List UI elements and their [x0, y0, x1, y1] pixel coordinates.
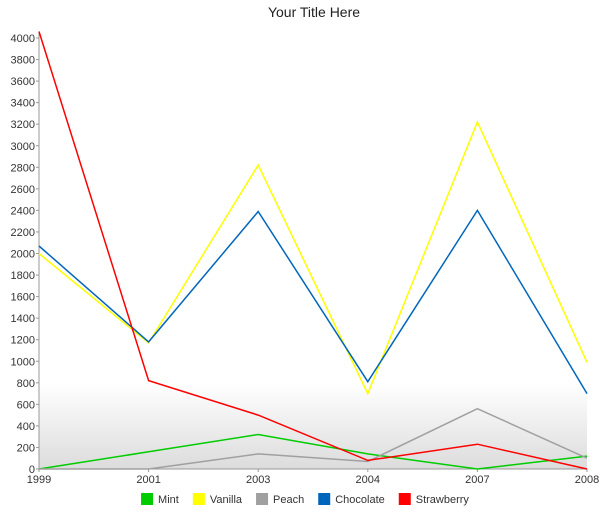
x-axis: 1999 2001 2003 2004 2007 2008	[27, 468, 599, 486]
y-tick-label: 1600	[11, 292, 35, 304]
x-tick-label: 1999	[27, 474, 51, 486]
y-tick-label: 0	[29, 464, 35, 476]
y-tick-label: 600	[17, 399, 35, 411]
legend: Mint Vanilla Peach Chocolate Strawberry	[141, 493, 469, 506]
y-tick-label: 2600	[11, 184, 35, 196]
legend-label-strawberry: Strawberry	[416, 494, 470, 506]
y-tick-label: 2200	[11, 227, 35, 239]
y-tick-label: 3200	[11, 119, 35, 131]
series-layer	[38, 31, 588, 470]
legend-label-peach: Peach	[273, 494, 304, 506]
x-tick-label: 2008	[575, 474, 599, 486]
x-tick-label: 2007	[465, 474, 489, 486]
y-tick-label: 4000	[11, 33, 35, 45]
y-tick-label: 1000	[11, 356, 35, 368]
y-tick-label: 3400	[11, 98, 35, 110]
legend-swatch-vanilla	[192, 493, 205, 505]
x-tick-label: 2004	[356, 474, 380, 486]
y-tick-label: 2000	[11, 249, 35, 261]
y-tick-label: 800	[17, 378, 35, 390]
y-tick-label: 3600	[11, 76, 35, 88]
x-tick-label: 2001	[136, 474, 160, 486]
series-line-mint	[38, 433, 588, 470]
legend-swatch-peach	[256, 493, 269, 505]
y-tick-label: 2400	[11, 205, 35, 217]
chart-title: Your Title Here	[268, 4, 360, 20]
legend-swatch-strawberry	[398, 493, 411, 505]
legend-label-vanilla: Vanilla	[210, 494, 243, 506]
legend-swatch-chocolate	[318, 493, 331, 505]
legend-swatch-mint	[141, 493, 154, 505]
y-tick-label: 400	[17, 421, 35, 433]
series-line-strawberry	[38, 31, 588, 470]
series-line-chocolate	[38, 208, 588, 394]
y-tick-label: 2800	[11, 162, 35, 174]
y-axis: 0 200 400 600 800 1000 1200 1400 1600 1800 2000 220…	[11, 32, 40, 476]
y-tick-label: 3800	[11, 55, 35, 67]
y-tick-label: 1200	[11, 335, 35, 347]
y-tick-label: 200	[17, 442, 35, 454]
legend-label-mint: Mint	[158, 494, 179, 506]
legend-label-chocolate: Chocolate	[335, 494, 385, 506]
series-line-peach	[39, 407, 588, 470]
y-tick-label: 1800	[11, 270, 35, 282]
y-tick-label: 1400	[11, 313, 35, 325]
series-line-vanilla	[38, 120, 588, 396]
y-tick-label: 3000	[11, 141, 35, 153]
x-tick-label: 2003	[246, 474, 270, 486]
